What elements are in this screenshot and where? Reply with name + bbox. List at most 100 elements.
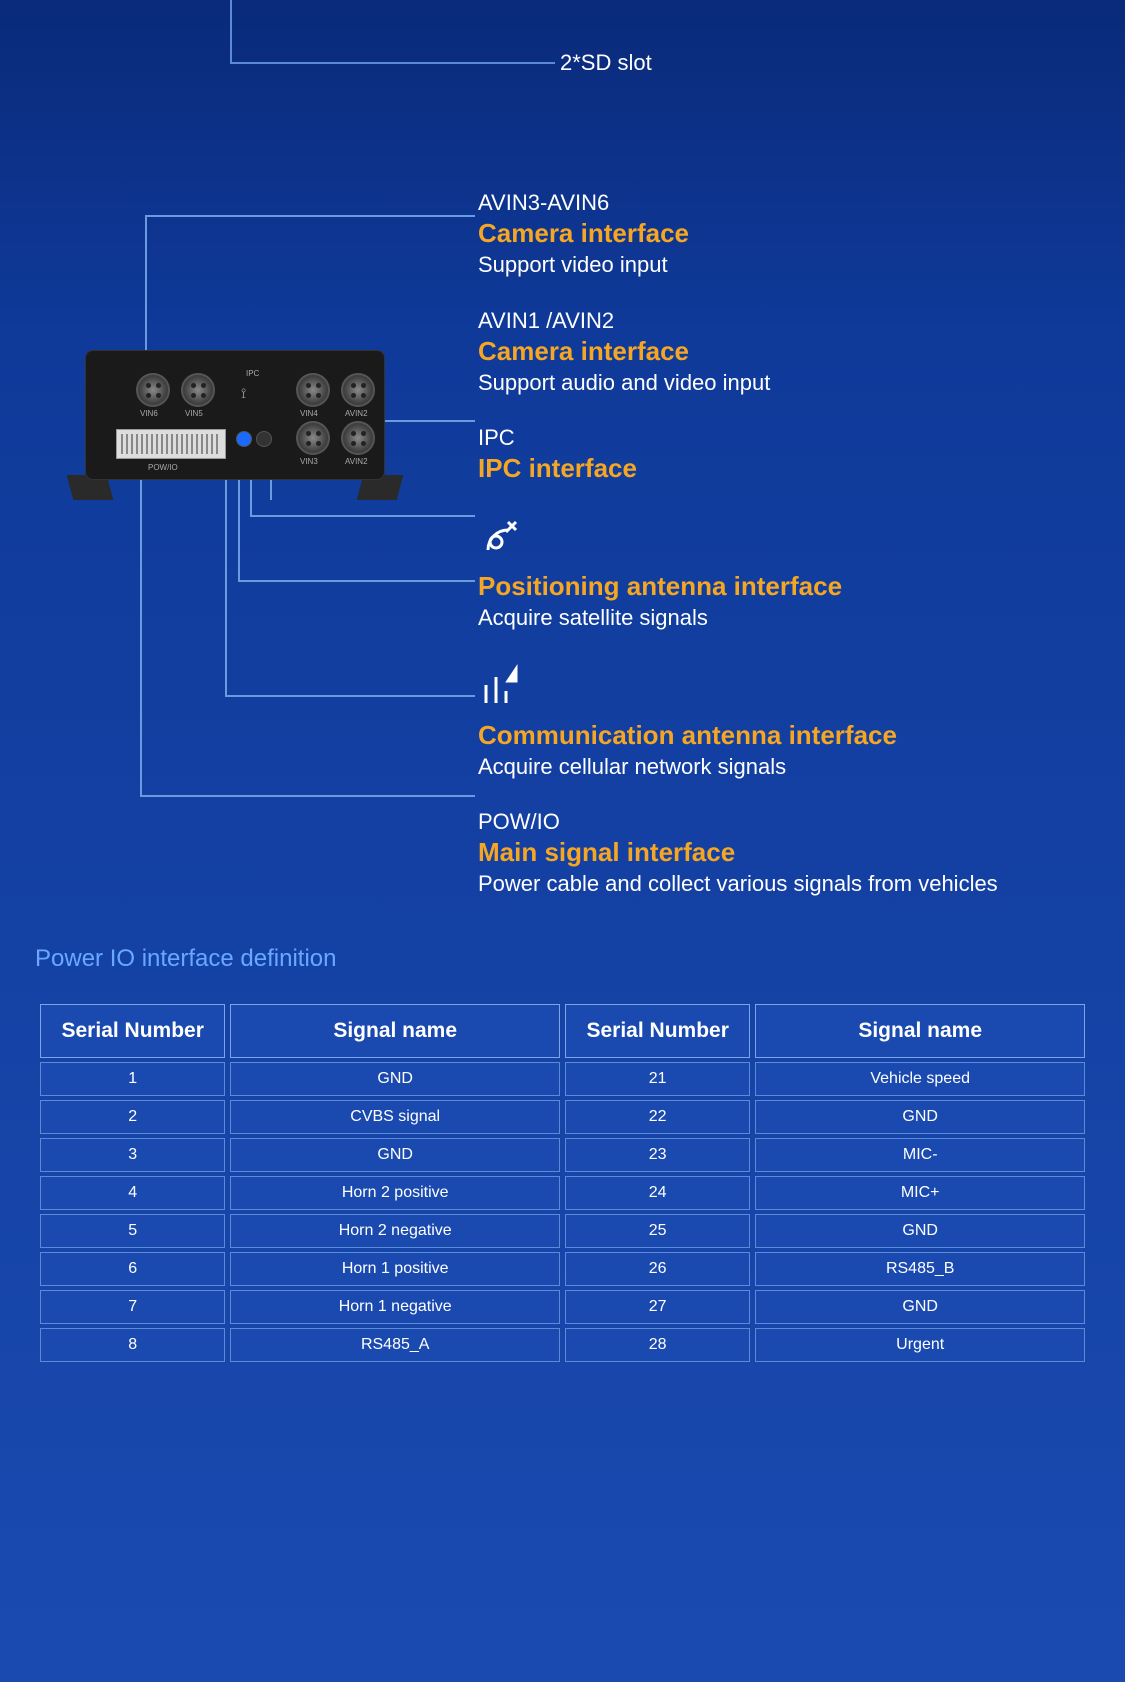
callout-label: AVIN1 /AVIN2 (478, 308, 1078, 334)
callout-desc: Power cable and collect various signals … (478, 870, 1078, 899)
table-cell: 5 (40, 1214, 225, 1248)
table-row: 2CVBS signal22GND (40, 1100, 1085, 1134)
table-cell: CVBS signal (230, 1100, 560, 1134)
connector-label: AVIN2 (345, 409, 368, 418)
aviation-connector (136, 373, 170, 407)
callout-label: POW/IO (478, 809, 1078, 835)
power-io-table-wrap: Serial NumberSignal nameSerial NumberSig… (35, 1000, 1090, 1366)
top-leader-v (230, 0, 232, 62)
small-port-1 (236, 431, 252, 447)
table-row: 4Horn 2 positive24MIC+ (40, 1176, 1085, 1210)
leader-line (145, 215, 475, 217)
aviation-connector (341, 373, 375, 407)
connector-label: VIN5 (185, 409, 203, 418)
pow-io-port (116, 429, 226, 459)
top-leader-h (230, 62, 555, 64)
table-cell: 6 (40, 1252, 225, 1286)
table-cell: GND (230, 1062, 560, 1096)
leader-line (145, 215, 147, 360)
table-row: 7Horn 1 negative27GND (40, 1290, 1085, 1324)
table-header: Serial Number (565, 1004, 750, 1058)
ipc-mini-icon: ⟟ (241, 385, 261, 405)
interface-callout: POW/IOMain signal interfacePower cable a… (478, 809, 1078, 899)
connector-label: AVIN2 (345, 457, 368, 466)
table-cell: Horn 1 negative (230, 1290, 560, 1324)
table-cell: RS485_A (230, 1328, 560, 1362)
leader-line (140, 470, 142, 795)
table-cell: GND (755, 1214, 1085, 1248)
callout-desc: Support video input (478, 251, 1078, 280)
table-row: 5Horn 2 negative25GND (40, 1214, 1085, 1248)
callout-desc: Acquire satellite signals (478, 604, 1078, 633)
table-header: Serial Number (40, 1004, 225, 1058)
callout-title: Positioning antenna interface (478, 571, 1078, 602)
table-cell: Urgent (755, 1328, 1085, 1362)
aviation-connector (181, 373, 215, 407)
table-cell: MIC- (755, 1138, 1085, 1172)
table-cell: 7 (40, 1290, 225, 1324)
leader-line (250, 515, 475, 517)
table-cell: GND (755, 1100, 1085, 1134)
table-cell: RS485_B (755, 1252, 1085, 1286)
leader-line (225, 695, 475, 697)
table-cell: 21 (565, 1062, 750, 1096)
table-cell: Horn 1 positive (230, 1252, 560, 1286)
pow-label: POW/IO (148, 463, 178, 472)
interface-callout: IPCIPC interface (478, 425, 1078, 484)
table-cell: 22 (565, 1100, 750, 1134)
table-cell: 1 (40, 1062, 225, 1096)
power-io-table: Serial NumberSignal nameSerial NumberSig… (35, 1000, 1090, 1366)
table-cell: Horn 2 negative (230, 1214, 560, 1248)
table-cell: GND (755, 1290, 1085, 1324)
table-row: 8RS485_A28Urgent (40, 1328, 1085, 1362)
table-cell: 27 (565, 1290, 750, 1324)
callout-desc: Support audio and video input (478, 369, 1078, 398)
table-header: Signal name (230, 1004, 560, 1058)
callout-title: Camera interface (478, 336, 1078, 367)
connector-label: VIN4 (300, 409, 318, 418)
table-row: 6Horn 1 positive26RS485_B (40, 1252, 1085, 1286)
leader-line (238, 580, 475, 582)
table-cell: MIC+ (755, 1176, 1085, 1210)
table-cell: 28 (565, 1328, 750, 1362)
table-row: 3GND23MIC- (40, 1138, 1085, 1172)
table-cell: 25 (565, 1214, 750, 1248)
table-cell: 3 (40, 1138, 225, 1172)
table-cell: Vehicle speed (755, 1062, 1085, 1096)
callout-desc: Acquire cellular network signals (478, 753, 1078, 782)
table-cell: 8 (40, 1328, 225, 1362)
callout-label: AVIN3-AVIN6 (478, 190, 1078, 216)
ipc-label: IPC (246, 369, 259, 378)
interface-callout: Communication antenna interfaceAcquire c… (478, 661, 1078, 782)
section-title: Power IO interface definition (35, 945, 337, 973)
aviation-connector (296, 373, 330, 407)
table-row: 1GND21Vehicle speed (40, 1062, 1085, 1096)
callout-label: IPC (478, 425, 1078, 451)
callout-title: Communication antenna interface (478, 720, 1078, 751)
antenna-icon (478, 661, 1078, 714)
leader-line (140, 795, 475, 797)
table-cell: Horn 2 positive (230, 1176, 560, 1210)
table-cell: 2 (40, 1100, 225, 1134)
table-header: Signal name (755, 1004, 1085, 1058)
table-cell: 4 (40, 1176, 225, 1210)
interface-callout: Positioning antenna interfaceAcquire sat… (478, 512, 1078, 633)
table-cell: 24 (565, 1176, 750, 1210)
callout-title: Camera interface (478, 218, 1078, 249)
table-cell: 23 (565, 1138, 750, 1172)
callout-title: IPC interface (478, 453, 1078, 484)
callout-title: Main signal interface (478, 837, 1078, 868)
connector-label: VIN6 (140, 409, 158, 418)
device-body: VIN6 VIN5 VIN4 AVIN2 VIN3 AVIN2 IPC POW/IO ⟟ (85, 350, 385, 480)
aviation-connector (296, 421, 330, 455)
satellite-icon (478, 512, 1078, 565)
connector-label: VIN3 (300, 457, 318, 466)
small-port-2 (256, 431, 272, 447)
table-cell: 26 (565, 1252, 750, 1286)
callouts-panel: AVIN3-AVIN6Camera interfaceSupport video… (478, 190, 1078, 927)
interface-callout: AVIN3-AVIN6Camera interfaceSupport video… (478, 190, 1078, 280)
table-cell: GND (230, 1138, 560, 1172)
device-illustration: VIN6 VIN5 VIN4 AVIN2 VIN3 AVIN2 IPC POW/IO ⟟ (65, 340, 405, 510)
aviation-connector (341, 421, 375, 455)
top-sd-label: 2*SD slot (560, 50, 652, 76)
